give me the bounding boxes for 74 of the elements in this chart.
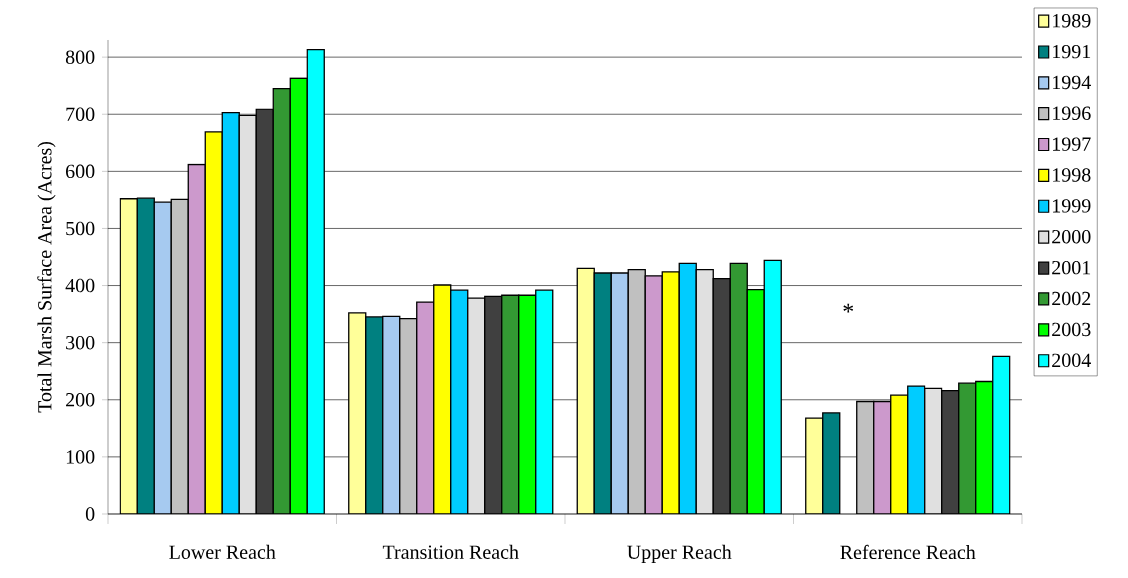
legend-label: 1991 bbox=[1053, 44, 1091, 59]
bar bbox=[764, 260, 782, 514]
bar bbox=[365, 316, 383, 514]
bar bbox=[273, 88, 291, 514]
legend-label: 1996 bbox=[1053, 106, 1091, 120]
legend-label: 1994 bbox=[1053, 75, 1091, 90]
y-tick-label: 600 bbox=[66, 164, 95, 179]
bar bbox=[120, 198, 138, 514]
bar bbox=[822, 412, 841, 514]
bar bbox=[890, 394, 909, 514]
bar bbox=[450, 290, 468, 514]
y-tick-label: 700 bbox=[66, 107, 95, 121]
legend-label: 1997 bbox=[1053, 137, 1091, 151]
bar bbox=[730, 263, 748, 514]
bar bbox=[907, 385, 926, 514]
bar bbox=[467, 298, 485, 514]
bar bbox=[239, 115, 257, 514]
bar bbox=[610, 272, 629, 514]
bar bbox=[535, 290, 553, 514]
bar bbox=[713, 278, 731, 514]
y-tick-label: 0 bbox=[85, 507, 95, 521]
y-tick-label: 300 bbox=[66, 335, 95, 350]
y-axis-title: Total Marsh Surface Area (Acres) bbox=[37, 141, 56, 413]
bar bbox=[154, 202, 172, 514]
bar bbox=[416, 302, 434, 514]
bar bbox=[222, 112, 240, 514]
bar bbox=[645, 275, 663, 514]
legend-label: 1989 bbox=[1053, 13, 1091, 28]
bar bbox=[399, 318, 417, 514]
legend-label: 2003 bbox=[1052, 322, 1091, 337]
y-tick-label: 200 bbox=[66, 393, 95, 407]
legend-label: 1998 bbox=[1053, 168, 1091, 182]
bar bbox=[484, 296, 502, 514]
bar bbox=[856, 400, 875, 514]
bar bbox=[873, 400, 892, 514]
bar bbox=[171, 199, 189, 514]
legend-label: 1999 bbox=[1053, 199, 1091, 213]
legend-label: 2001 bbox=[1052, 260, 1091, 275]
bar bbox=[433, 284, 451, 514]
bar bbox=[941, 389, 960, 514]
x-tick-label: Upper Reach bbox=[627, 544, 732, 563]
bar bbox=[628, 269, 646, 514]
bar bbox=[256, 109, 274, 514]
bar bbox=[188, 164, 206, 514]
x-tick-label: Transition Reach bbox=[382, 544, 519, 559]
y-tick-label: 500 bbox=[66, 221, 95, 236]
bar bbox=[679, 263, 697, 514]
bar bbox=[307, 49, 325, 514]
bar bbox=[747, 289, 765, 514]
bar bbox=[696, 269, 714, 514]
bar bbox=[577, 268, 595, 514]
x-tick-label: Lower Reach bbox=[169, 544, 276, 559]
x-tick-label: Reference Reach bbox=[840, 544, 976, 560]
y-tick-label: 800 bbox=[65, 50, 95, 64]
bar bbox=[518, 295, 536, 514]
bar bbox=[924, 387, 943, 514]
legend-label: 2002 bbox=[1052, 291, 1091, 306]
bar bbox=[137, 198, 155, 514]
bar bbox=[992, 355, 1011, 514]
bar bbox=[975, 380, 994, 514]
legend-label: 2000 bbox=[1052, 229, 1091, 244]
bar bbox=[501, 295, 519, 514]
bar bbox=[662, 271, 680, 514]
bar bbox=[205, 131, 223, 514]
annotation: * bbox=[843, 303, 854, 313]
y-tick-label: 100 bbox=[66, 450, 95, 464]
bar bbox=[805, 417, 824, 514]
legend-label: 2004 bbox=[1052, 353, 1091, 368]
bar bbox=[958, 382, 977, 514]
y-tick-label: 400 bbox=[65, 278, 95, 293]
bar bbox=[290, 78, 308, 514]
bar bbox=[594, 273, 612, 514]
bar bbox=[348, 312, 366, 514]
bar bbox=[382, 316, 400, 514]
